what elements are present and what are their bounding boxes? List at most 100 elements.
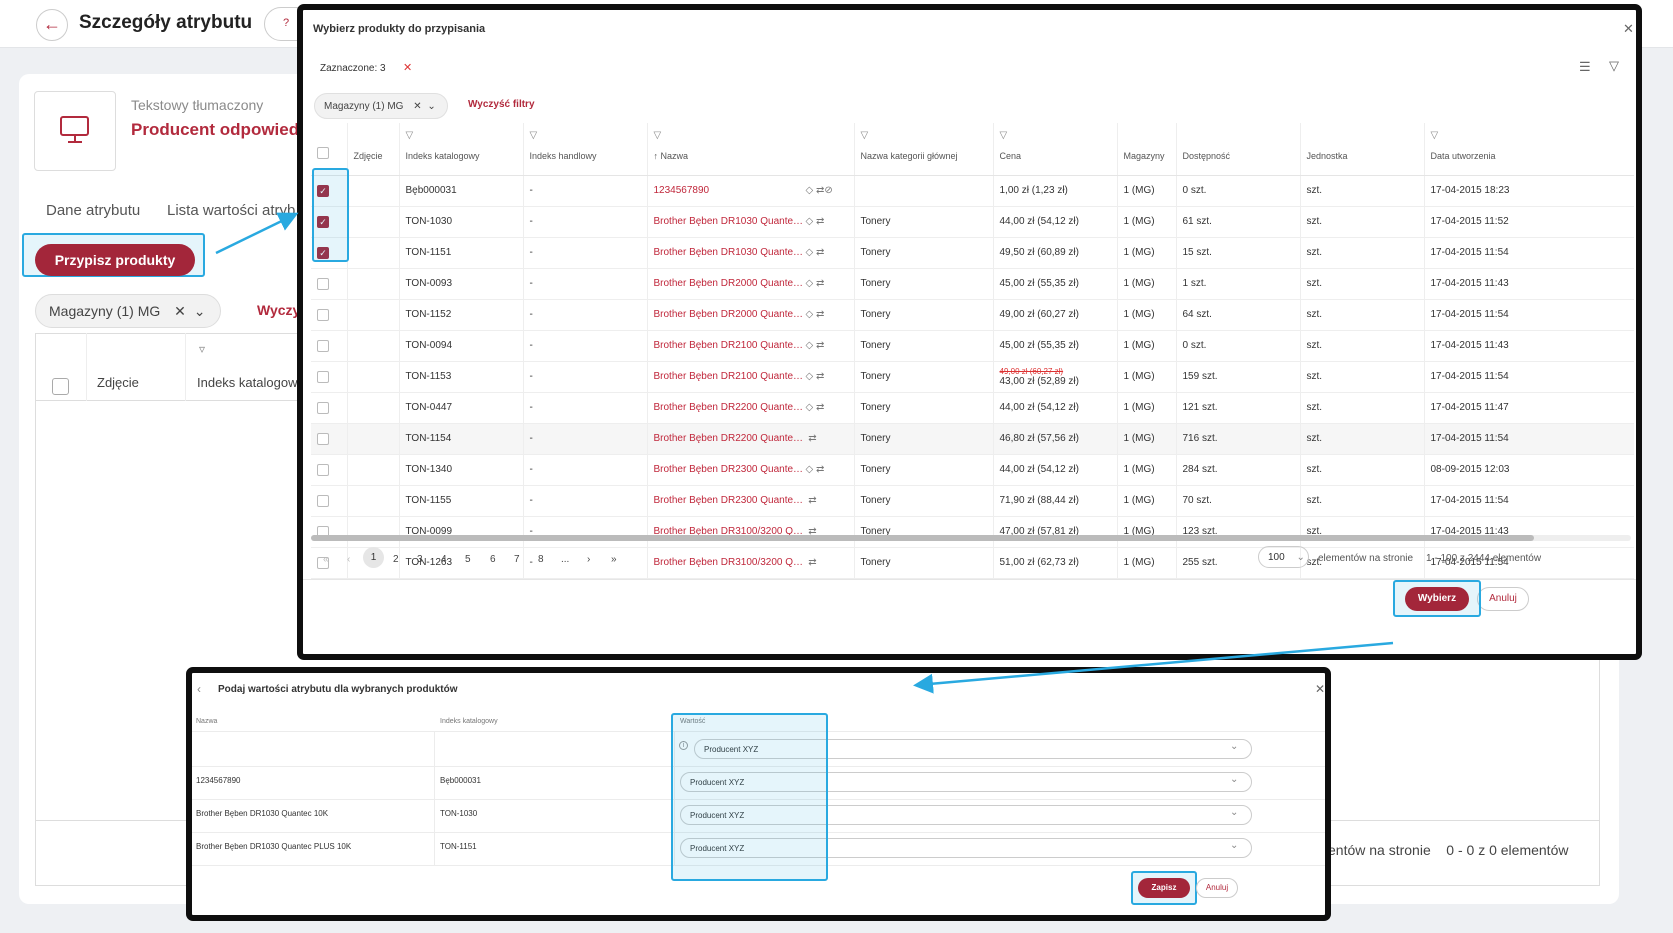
row-checkbox[interactable] bbox=[317, 308, 329, 321]
warehouse-cell[interactable]: 1 (MG) bbox=[1116, 392, 1176, 424]
attributes-icon[interactable]: ⇄ bbox=[808, 495, 817, 507]
page-button[interactable]: 5 bbox=[465, 554, 471, 565]
page-button[interactable]: 4 bbox=[441, 554, 447, 565]
warehouse-cell[interactable]: 1 (MG) bbox=[1116, 547, 1176, 579]
row-checkbox[interactable]: ✓ bbox=[317, 184, 329, 197]
table-row[interactable]: TON-1155- Brother Bęben DR2300 Quantec PL… bbox=[311, 485, 1634, 517]
filter-icon[interactable]: ▿ bbox=[199, 342, 206, 356]
tag-icon[interactable]: ◇ bbox=[805, 278, 814, 290]
table-row[interactable]: TON-0093- Brother Bęben DR2000 Quantec...… bbox=[311, 268, 1634, 300]
sort-asc-icon[interactable]: ↑ bbox=[653, 151, 659, 161]
table-row[interactable]: TON-0099- Brother Bęben DR3100/3200 Quan.… bbox=[311, 516, 1634, 548]
table-row[interactable]: TON-0094- Brother Bęben DR2100 Quantec ..… bbox=[311, 330, 1634, 362]
warehouse-filter-chip[interactable]: Magazyny (1) MG ✕ ⌄ bbox=[314, 93, 448, 119]
column-settings-icon[interactable]: ☰ bbox=[1579, 59, 1591, 74]
page-button[interactable]: 3 bbox=[417, 554, 423, 565]
tab-attribute-data[interactable]: Dane atrybutu bbox=[46, 202, 141, 219]
filter-icon[interactable]: ▽ bbox=[1609, 58, 1619, 73]
page-button[interactable]: 7 bbox=[514, 554, 520, 565]
filter-icon[interactable]: ▽ bbox=[405, 130, 414, 141]
row-checkbox[interactable]: ✓ bbox=[317, 246, 329, 259]
warehouse-cell[interactable]: 1 (MG) bbox=[1116, 454, 1176, 486]
table-row[interactable]: TON-1154- Brother Bęben DR2200 Quantec PL… bbox=[311, 423, 1634, 455]
close-icon[interactable]: ✕ bbox=[413, 101, 422, 112]
blocked-icon[interactable]: ⊘ bbox=[824, 185, 833, 197]
back-arrow-icon[interactable]: ‹ bbox=[197, 682, 201, 696]
assign-products-button[interactable]: Przypisz produkty bbox=[35, 244, 195, 276]
category-cell[interactable]: Tonery bbox=[853, 485, 993, 517]
warehouse-cell[interactable]: 1 (MG) bbox=[1116, 423, 1176, 455]
category-cell[interactable]: Tonery bbox=[853, 547, 993, 579]
tag-icon[interactable]: ◇ bbox=[805, 402, 814, 414]
first-page-button[interactable]: « bbox=[323, 554, 329, 565]
value-select[interactable]: Producent XYZ bbox=[680, 805, 1252, 825]
row-checkbox[interactable] bbox=[317, 556, 329, 569]
attributes-icon[interactable]: ⇄ bbox=[815, 309, 825, 321]
row-checkbox[interactable] bbox=[317, 339, 329, 352]
tag-icon[interactable]: ◇ bbox=[805, 464, 814, 476]
category-cell[interactable]: Tonery bbox=[853, 361, 993, 393]
tag-icon[interactable]: ◇ bbox=[805, 185, 814, 197]
page-button[interactable]: 6 bbox=[490, 554, 496, 565]
back-arrow-icon[interactable]: ← bbox=[36, 9, 68, 41]
category-cell[interactable]: Tonery bbox=[853, 268, 993, 300]
attributes-icon[interactable]: ⇄ bbox=[815, 464, 825, 476]
page-button[interactable]: 1 bbox=[363, 547, 384, 568]
warehouse-cell[interactable]: 1 (MG) bbox=[1116, 361, 1176, 393]
row-checkbox[interactable] bbox=[317, 277, 329, 290]
filter-icon[interactable]: ▽ bbox=[999, 130, 1008, 141]
category-cell[interactable]: Tonery bbox=[853, 330, 993, 362]
category-cell[interactable]: Tonery bbox=[853, 237, 993, 269]
category-cell[interactable]: Tonery bbox=[853, 454, 993, 486]
select-all-checkbox[interactable] bbox=[317, 147, 329, 159]
table-row[interactable]: ✓ Bęb000031-1234567890 ◇ ⇄⊘ 1,00 zł (1,23 z… bbox=[311, 175, 1634, 207]
row-checkbox[interactable]: ✓ bbox=[317, 215, 329, 228]
choose-button[interactable]: Wybierz bbox=[1405, 587, 1469, 611]
page-button[interactable]: 2 bbox=[393, 554, 399, 565]
value-select[interactable]: Producent XYZ bbox=[680, 838, 1252, 858]
tag-icon[interactable]: ◇ bbox=[805, 309, 814, 321]
filter-icon[interactable]: ▽ bbox=[860, 130, 869, 141]
category-cell[interactable]: Tonery bbox=[853, 423, 993, 455]
category-cell[interactable]: Tonery bbox=[853, 206, 993, 238]
column-header-name[interactable]: ▽ ↑ Nazwa bbox=[646, 123, 854, 176]
row-checkbox[interactable] bbox=[317, 494, 329, 507]
close-icon[interactable]: ✕ bbox=[174, 303, 186, 319]
category-cell[interactable]: Tonery bbox=[853, 392, 993, 424]
warehouse-cell[interactable]: 1 (MG) bbox=[1116, 237, 1176, 269]
row-checkbox[interactable] bbox=[317, 463, 329, 476]
warehouse-cell[interactable]: 1 (MG) bbox=[1116, 516, 1176, 548]
warehouse-cell[interactable]: 1 (MG) bbox=[1116, 175, 1176, 207]
horizontal-scrollbar-thumb[interactable] bbox=[311, 535, 1534, 541]
attributes-icon[interactable]: ⇄ bbox=[815, 247, 825, 259]
tab-value-list[interactable]: Lista wartości atryb bbox=[167, 202, 296, 219]
cancel-button[interactable]: Anuluj bbox=[1477, 587, 1529, 611]
row-checkbox[interactable] bbox=[317, 401, 329, 414]
tag-icon[interactable]: ◇ bbox=[805, 216, 814, 228]
filter-icon[interactable]: ▽ bbox=[653, 130, 662, 141]
select-all-checkbox[interactable] bbox=[52, 378, 69, 395]
warehouse-cell[interactable]: 1 (MG) bbox=[1116, 485, 1176, 517]
category-cell[interactable] bbox=[853, 175, 993, 207]
page-size-select[interactable]: 100 ⌄ bbox=[1258, 546, 1309, 568]
filter-icon[interactable]: ▽ bbox=[1430, 130, 1439, 141]
table-row[interactable]: TON-1153- Brother Bęben DR2100 Quantec ..… bbox=[311, 361, 1634, 393]
cancel-button[interactable]: Anuluj bbox=[1196, 878, 1238, 898]
warehouse-cell[interactable]: 1 (MG) bbox=[1116, 299, 1176, 331]
table-row[interactable]: TON-1152- Brother Bęben DR2000 Quantec...… bbox=[311, 299, 1634, 331]
value-select[interactable]: Producent XYZ bbox=[680, 772, 1252, 792]
close-icon[interactable]: ✕ bbox=[1623, 21, 1634, 36]
row-checkbox[interactable] bbox=[317, 432, 329, 445]
table-row[interactable]: ✓ TON-1151- Brother Bęben DR1030 Quantec .… bbox=[311, 237, 1634, 269]
last-page-button[interactable]: » bbox=[611, 554, 617, 565]
attributes-icon[interactable]: ⇄ bbox=[808, 557, 817, 569]
attributes-icon[interactable]: ⇄ bbox=[815, 278, 825, 290]
filter-icon[interactable]: ▽ bbox=[529, 130, 538, 141]
attributes-icon[interactable]: ⇄ bbox=[808, 526, 817, 538]
prev-page-button[interactable]: ‹ bbox=[347, 554, 351, 565]
close-icon[interactable]: ✕ bbox=[1315, 682, 1326, 696]
attributes-icon[interactable]: ⇄ bbox=[815, 402, 825, 414]
chevron-down-icon[interactable]: ⌄ bbox=[193, 303, 206, 319]
table-row[interactable]: TON-0447- Brother Bęben DR2200 Quantec...… bbox=[311, 392, 1634, 424]
chevron-down-icon[interactable]: ⌄ bbox=[427, 101, 436, 112]
